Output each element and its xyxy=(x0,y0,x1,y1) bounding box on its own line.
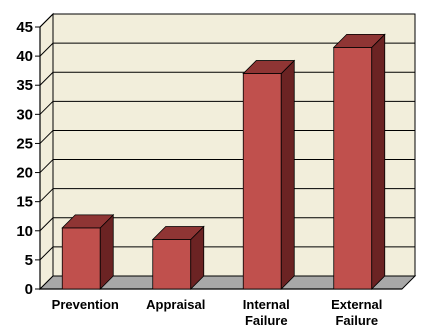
bars xyxy=(61,33,386,290)
x-category-label: Appraisal xyxy=(146,297,205,312)
gridline-side xyxy=(39,42,54,57)
bar-front xyxy=(333,46,373,290)
bar-front xyxy=(242,73,282,290)
gridline-side xyxy=(39,13,54,28)
y-tick-label: 25 xyxy=(16,135,33,152)
x-category-label: Prevention xyxy=(52,297,119,312)
y-tick-label: 40 xyxy=(16,48,33,65)
bar xyxy=(242,59,296,290)
gridline-side xyxy=(39,246,54,261)
y-axis-tick-labels: 0 5 10 15 20 25 30 35 40 45 xyxy=(16,19,33,298)
y-tick-label: 0 xyxy=(25,281,33,298)
x-category-label-line: Prevention xyxy=(52,297,119,312)
bar-side xyxy=(371,33,386,290)
bar-front xyxy=(61,227,101,290)
bar-side xyxy=(280,59,295,290)
x-category-label-line: External xyxy=(331,297,382,312)
gridline-side xyxy=(39,188,54,203)
x-category-label: Internal Failure xyxy=(243,297,290,328)
bar-front xyxy=(152,239,192,290)
bar-top xyxy=(332,33,386,48)
bar-top xyxy=(242,60,296,74)
y-tick-label: 5 xyxy=(25,252,33,269)
x-category-label-line: Appraisal xyxy=(146,297,205,312)
x-category-label-line: Failure xyxy=(335,313,378,328)
bar xyxy=(332,33,386,290)
x-category-label-line: Failure xyxy=(245,313,288,328)
bar-top xyxy=(151,226,205,240)
gridline-side xyxy=(39,100,54,115)
gridline-side xyxy=(39,71,54,86)
y-tick-label: 15 xyxy=(16,194,33,211)
y-tick-label: 20 xyxy=(16,165,33,182)
gridline-side xyxy=(39,130,54,144)
bar-top xyxy=(61,214,115,229)
x-category-label-line: Internal xyxy=(243,297,290,312)
gridline-side xyxy=(39,159,54,173)
x-category-label: External Failure xyxy=(331,297,382,328)
y-tick-label: 10 xyxy=(16,223,33,240)
x-axis-category-labels: Prevention Appraisal Internal FailureExtern… xyxy=(52,297,383,328)
y-tick-label: 35 xyxy=(16,77,33,94)
bar xyxy=(151,225,205,290)
side-wall xyxy=(39,12,54,291)
y-tick-label: 45 xyxy=(16,19,33,36)
y-tick-label: 30 xyxy=(16,106,33,123)
bar xyxy=(61,213,115,290)
gridline-side xyxy=(39,217,54,232)
